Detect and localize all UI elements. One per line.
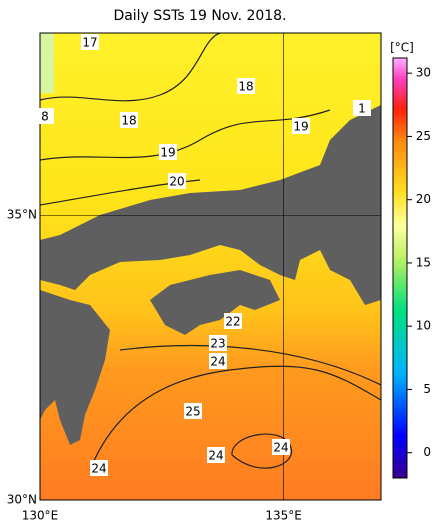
contour-label-box bbox=[209, 335, 227, 351]
colorbar-tick-label: 0 bbox=[423, 445, 431, 459]
contour-label-box bbox=[272, 439, 290, 455]
contour-label: 20 bbox=[169, 175, 184, 189]
contour-label: 8 bbox=[41, 110, 49, 124]
contour-label-box bbox=[209, 353, 227, 369]
contour-label-box bbox=[224, 313, 242, 329]
title: Daily SSTs 19 Nov. 2018. bbox=[113, 8, 286, 24]
contour-label: 24 bbox=[273, 441, 288, 455]
contour-label: 19 bbox=[293, 120, 308, 134]
contour-label-box bbox=[237, 78, 255, 94]
contour-label-box bbox=[353, 100, 371, 116]
x-tick-label: 130°E bbox=[22, 509, 59, 523]
land-shikoku bbox=[150, 270, 280, 335]
contour-label: 24 bbox=[208, 449, 223, 463]
map-area bbox=[40, 33, 381, 500]
contour-label-box bbox=[90, 460, 108, 476]
contour-line bbox=[40, 33, 381, 471]
y-tick-label: 30°N bbox=[7, 493, 37, 507]
x-tick-label: 135°E bbox=[265, 509, 302, 523]
contour-label-box bbox=[159, 144, 177, 160]
contour-label: 24 bbox=[91, 462, 106, 476]
contour-label-box bbox=[292, 118, 310, 134]
contour-label: 1 bbox=[358, 102, 366, 116]
contour-label-box bbox=[120, 112, 138, 128]
contour-label-box bbox=[168, 173, 186, 189]
contour-label-box bbox=[207, 447, 225, 463]
cool-water bbox=[40, 33, 54, 93]
y-tick-label: 35°N bbox=[7, 208, 37, 222]
contour-label-box bbox=[81, 34, 99, 50]
contour-label: 17 bbox=[82, 36, 97, 50]
colorbar-unit: [°C] bbox=[390, 41, 414, 55]
contour-label: 18 bbox=[238, 80, 253, 94]
contour-label: 22 bbox=[225, 315, 240, 329]
colorbar-tick-label: 10 bbox=[416, 319, 431, 333]
colorbar bbox=[392, 57, 408, 479]
colorbar-tick-label: 20 bbox=[416, 192, 431, 206]
contour-label-box bbox=[184, 403, 202, 419]
contour-label: 19 bbox=[160, 146, 175, 160]
land-kyushu bbox=[40, 290, 110, 445]
contour-label: 18 bbox=[121, 114, 136, 128]
colorbar-tick-label: 15 bbox=[416, 255, 431, 269]
contour-label: 24 bbox=[210, 355, 225, 369]
colorbar-tick-label: 25 bbox=[416, 129, 431, 143]
colorbar-tick-label: 30 bbox=[416, 66, 431, 80]
contour-label: 23 bbox=[210, 337, 225, 351]
contour-label: 25 bbox=[185, 405, 200, 419]
contour-label-box bbox=[36, 108, 54, 124]
colorbar-tick-label: 5 bbox=[423, 382, 431, 396]
land-honshu bbox=[40, 105, 381, 305]
contour-line bbox=[231, 433, 293, 469]
